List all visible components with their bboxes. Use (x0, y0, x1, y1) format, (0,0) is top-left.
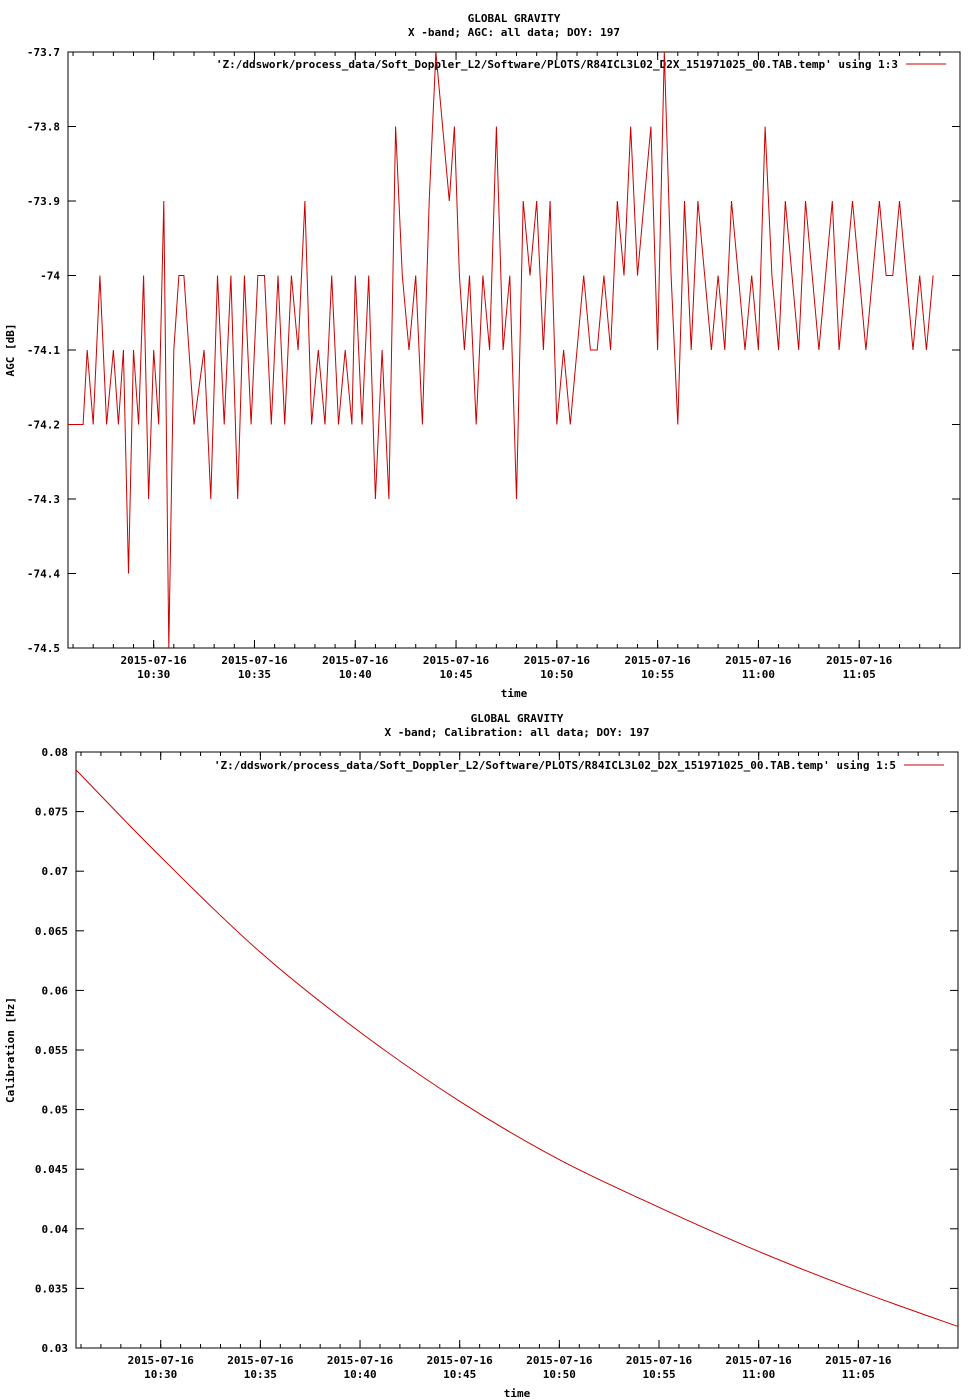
x-tick-date-label: 2015-07-16 (221, 654, 288, 667)
y-tick-label: 0.05 (42, 1104, 69, 1117)
y-tick-label: 0.07 (42, 865, 69, 878)
x-tick-date-label: 2015-07-16 (121, 654, 188, 667)
x-tick-date-label: 2015-07-16 (826, 654, 893, 667)
y-tick-label: -74.1 (27, 344, 60, 357)
x-tick-time-label: 10:50 (543, 1368, 576, 1381)
x-tick-date-label: 2015-07-16 (322, 654, 389, 667)
x-tick-time-label: 10:30 (137, 668, 170, 681)
y-tick-label: 0.045 (35, 1163, 68, 1176)
y-tick-label: -73.9 (27, 195, 60, 208)
y-tick-label: 0.035 (35, 1282, 68, 1295)
x-tick-date-label: 2015-07-16 (626, 1354, 693, 1367)
y-tick-label: 0.06 (42, 984, 69, 997)
y-tick-label: 0.03 (42, 1342, 69, 1355)
chart-subtitle: X -band; AGC: all data; DOY: 197 (408, 26, 620, 39)
y-axis-label: Calibration [Hz] (4, 997, 17, 1103)
x-tick-date-label: 2015-07-16 (327, 1354, 394, 1367)
x-tick-date-label: 2015-07-16 (625, 654, 692, 667)
x-tick-date-label: 2015-07-16 (526, 1354, 593, 1367)
x-tick-date-label: 2015-07-16 (726, 1354, 793, 1367)
x-tick-time-label: 10:45 (439, 668, 472, 681)
x-tick-time-label: 10:45 (443, 1368, 476, 1381)
x-tick-time-label: 10:30 (144, 1368, 177, 1381)
series-line (75, 769, 959, 1327)
x-tick-date-label: 2015-07-16 (725, 654, 792, 667)
y-tick-label: 0.055 (35, 1044, 68, 1057)
x-tick-time-label: 10:40 (339, 668, 372, 681)
y-tick-label: 0.075 (35, 806, 68, 819)
y-tick-label: -73.8 (27, 121, 60, 134)
y-axis-label: AGC [dB] (4, 324, 17, 377)
x-tick-time-label: 10:35 (238, 668, 271, 681)
x-tick-time-label: 10:40 (343, 1368, 376, 1381)
y-tick-label: -74.3 (27, 493, 60, 506)
legend-label: 'Z:/ddswork/process_data/Soft_Doppler_L2… (216, 58, 898, 71)
x-tick-time-label: 11:05 (842, 1368, 875, 1381)
legend-label: 'Z:/ddswork/process_data/Soft_Doppler_L2… (214, 759, 896, 772)
x-tick-date-label: 2015-07-16 (423, 654, 490, 667)
y-tick-label: -74 (40, 270, 60, 283)
y-tick-label: -74.4 (27, 568, 60, 581)
series-line (68, 51, 934, 649)
y-tick-label: 0.08 (42, 746, 69, 759)
x-axis-label: time (504, 1387, 531, 1400)
x-tick-date-label: 2015-07-16 (524, 654, 591, 667)
plot-frame (75, 751, 959, 1349)
x-tick-time-label: 10:55 (641, 668, 674, 681)
x-tick-date-label: 2015-07-16 (427, 1354, 494, 1367)
x-tick-time-label: 11:05 (843, 668, 876, 681)
plot-frame (67, 51, 961, 649)
x-tick-date-label: 2015-07-16 (128, 1354, 195, 1367)
x-tick-time-label: 10:55 (642, 1368, 675, 1381)
x-tick-time-label: 10:50 (540, 668, 573, 681)
x-tick-time-label: 10:35 (244, 1368, 277, 1381)
x-axis-label: time (501, 687, 528, 700)
y-tick-label: -74.2 (27, 419, 60, 432)
x-tick-time-label: 11:00 (742, 1368, 775, 1381)
y-tick-label: 0.065 (35, 925, 68, 938)
x-tick-date-label: 2015-07-16 (825, 1354, 892, 1367)
chart-title: GLOBAL GRAVITY (471, 712, 564, 725)
y-tick-label: -74.5 (27, 642, 60, 655)
chart-title: GLOBAL GRAVITY (468, 12, 561, 25)
x-tick-time-label: 11:00 (742, 668, 775, 681)
y-tick-label: 0.04 (42, 1223, 69, 1236)
chart-subtitle: X -band; Calibration: all data; DOY: 197 (385, 726, 650, 739)
y-tick-label: -73.7 (27, 46, 60, 59)
x-tick-date-label: 2015-07-16 (227, 1354, 294, 1367)
